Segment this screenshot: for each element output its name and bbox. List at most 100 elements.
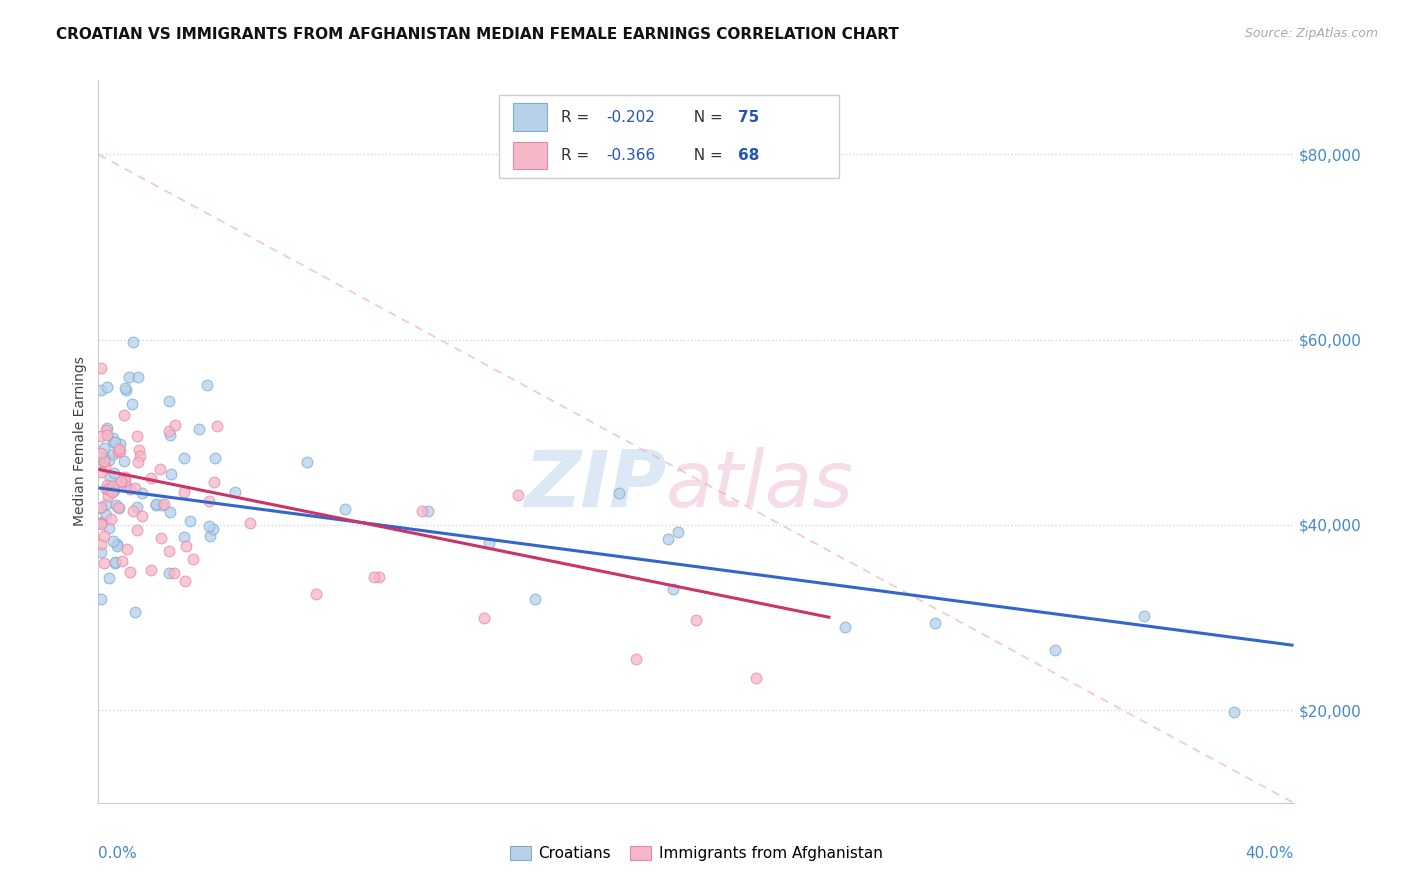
Point (118, 482, 141, 496)
Point (224, 485, 246, 500)
Point (93, 455, 115, 469)
Point (141, 471, 163, 485)
Point (93, 442, 115, 456)
Point (90, 429, 112, 443)
Point (183, 551, 205, 566)
Point (93, 557, 115, 571)
Point (149, 461, 172, 475)
Point (90, 465, 112, 479)
Point (114, 478, 136, 492)
Point (107, 500, 129, 515)
Point (197, 519, 219, 533)
Point (114, 381, 136, 395)
Point (90, 545, 112, 559)
Point (90, 537, 112, 551)
Point (90, 516, 112, 531)
Point (114, 408, 136, 422)
Point (90, 516, 112, 530)
Point (666, 525, 689, 540)
Point (98, 478, 121, 492)
Point (114, 383, 136, 397)
Point (98, 571, 121, 585)
Point (131, 486, 153, 500)
Point (416, 504, 439, 518)
Point (657, 532, 679, 546)
Text: ZIP: ZIP (524, 447, 666, 523)
Point (626, 651, 648, 665)
Point (96, 478, 118, 492)
Point (411, 504, 433, 518)
Point (1223, 705, 1246, 719)
Legend: Croatians, Immigrants from Afghanistan: Croatians, Immigrants from Afghanistan (503, 840, 889, 867)
Y-axis label: Median Female Earnings: Median Female Earnings (73, 357, 87, 526)
Point (205, 419, 228, 434)
Point (149, 531, 172, 545)
Point (121, 397, 143, 411)
Point (129, 449, 152, 463)
Point (114, 470, 136, 484)
Point (179, 514, 201, 528)
Text: N =: N = (685, 110, 728, 125)
Point (125, 523, 148, 537)
Point (96, 428, 118, 442)
Point (122, 504, 145, 518)
Point (90, 591, 112, 606)
Point (152, 498, 174, 512)
Point (96, 423, 118, 437)
Point (97, 453, 120, 467)
Point (523, 591, 546, 606)
Point (93, 460, 115, 475)
Point (1133, 608, 1156, 623)
Point (103, 479, 125, 493)
Point (297, 455, 319, 469)
Point (834, 620, 856, 634)
FancyBboxPatch shape (499, 95, 839, 178)
Point (239, 516, 262, 530)
Point (108, 444, 131, 458)
Point (159, 505, 181, 519)
Point (201, 522, 224, 536)
Point (90, 384, 112, 398)
Point (101, 431, 124, 445)
Point (174, 574, 197, 588)
Point (97, 482, 120, 496)
Point (607, 486, 630, 500)
Text: 40.0%: 40.0% (1246, 847, 1294, 861)
Point (124, 481, 146, 495)
Point (110, 474, 132, 488)
Point (304, 587, 326, 601)
Point (108, 442, 131, 456)
Point (104, 556, 127, 570)
Point (157, 566, 180, 580)
Point (111, 553, 134, 567)
Point (107, 539, 129, 553)
Point (96, 380, 118, 394)
Text: 0.0%: 0.0% (98, 847, 138, 861)
Point (98, 471, 121, 485)
Point (127, 500, 149, 514)
Point (368, 570, 391, 584)
Text: CROATIAN VS IMMIGRANTS FROM AFGHANISTAN MEDIAN FEMALE EARNINGS CORRELATION CHART: CROATIAN VS IMMIGRANTS FROM AFGHANISTAN … (56, 27, 898, 42)
Point (173, 530, 195, 544)
Point (103, 483, 125, 498)
Point (128, 443, 150, 458)
Point (110, 437, 132, 451)
Point (105, 536, 128, 550)
Text: N =: N = (685, 148, 728, 163)
Point (152, 497, 174, 511)
Bar (513, 142, 547, 169)
Point (478, 535, 501, 549)
Point (103, 434, 125, 449)
Point (204, 475, 226, 490)
Text: R =: R = (561, 110, 595, 125)
Point (745, 671, 768, 685)
Point (506, 488, 529, 502)
Point (198, 529, 221, 543)
Point (103, 467, 125, 481)
Text: -0.202: -0.202 (606, 110, 655, 125)
Point (173, 451, 195, 466)
Point (333, 502, 356, 516)
Point (90, 360, 112, 375)
Point (90, 515, 112, 529)
Text: atlas: atlas (666, 447, 853, 523)
